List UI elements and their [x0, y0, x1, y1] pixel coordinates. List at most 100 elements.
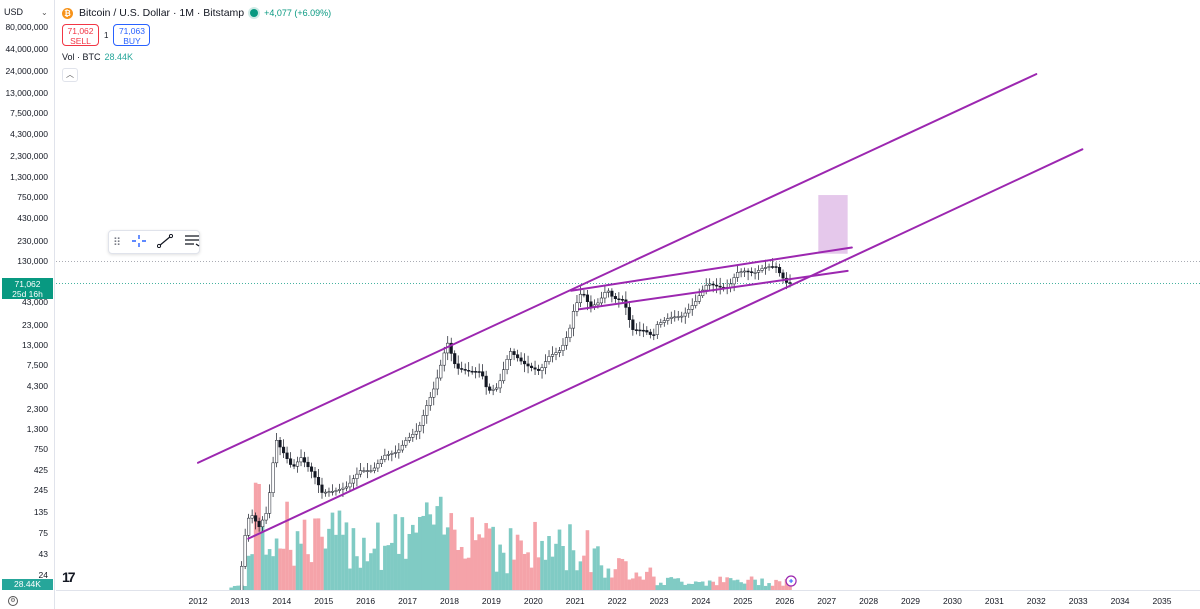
drawing-toolbar[interactable]: ⠿ [108, 230, 200, 254]
volume-bar [515, 534, 520, 590]
current-price-value: 71,062 [14, 279, 41, 289]
year-label: 2029 [901, 596, 920, 606]
candle-body [400, 444, 404, 451]
candle-body [509, 351, 513, 360]
time-axis[interactable]: 2012 2013 2014 2015 2016 2017 2018 2019 2020 2021… [56, 590, 1200, 609]
price-tick-label: 2,300,000 [10, 151, 48, 162]
volume-bar [529, 567, 534, 590]
volume-bar [554, 543, 558, 590]
volume-bar [655, 585, 660, 590]
candle-body [358, 470, 362, 475]
candle-body [292, 464, 296, 467]
candle-body [439, 364, 443, 379]
volume-bar [274, 538, 279, 590]
volume-bar [648, 567, 653, 590]
candle-body [561, 344, 565, 351]
volume-legend[interactable]: Vol · BTC 28.44K [62, 52, 331, 62]
target-zone-layer [818, 195, 848, 254]
volume-bar [746, 579, 750, 590]
candle-body [655, 324, 659, 335]
year-label: 2021 [565, 596, 585, 606]
candle-body [467, 370, 471, 372]
volume-bar [770, 585, 775, 590]
volume-bar [596, 546, 600, 590]
candle-body [568, 327, 572, 338]
volume-bar [404, 558, 408, 590]
buy-button[interactable]: 71,063 BUY [113, 24, 151, 46]
candle-body [680, 315, 684, 318]
crosshair-icon[interactable] [131, 234, 147, 251]
axis-settings-icon[interactable]: ⚙ [8, 596, 18, 606]
candle-body [788, 282, 792, 284]
candle-body [627, 307, 631, 321]
price-tick-label: 75 [38, 528, 48, 539]
candle-body [474, 371, 478, 373]
collapse-legend-button[interactable]: ︿ [62, 68, 78, 82]
candle-body [271, 462, 275, 493]
volume-bar [589, 572, 593, 590]
volume-bar [634, 572, 639, 590]
chevron-down-icon[interactable]: ⌄ [41, 7, 48, 17]
price-tick-label: 230,000 [17, 235, 48, 246]
volume-bar [253, 482, 258, 590]
volume-bar [718, 576, 722, 590]
volume-bar [295, 531, 300, 590]
candle-body [652, 334, 656, 336]
candle-body [781, 272, 785, 279]
volume-bar [498, 544, 502, 590]
volume-bar [742, 583, 747, 590]
volume-bar [557, 529, 562, 590]
volume-bar [229, 587, 233, 590]
price-tick-label: 4,300 [26, 380, 48, 391]
volume-bar [337, 510, 342, 590]
year-label: 2014 [272, 596, 292, 606]
line-settings-icon[interactable] [183, 234, 201, 251]
price-tick-label: 425 [33, 465, 48, 476]
candle-body [386, 454, 390, 456]
candle-body [704, 284, 708, 291]
volume-bar [487, 528, 492, 590]
replay-marker-icon [785, 575, 797, 587]
tradingview-logo-icon[interactable]: 17 [62, 569, 76, 585]
price-axis[interactable]: USD ⌄ 80,000,000 44,000,000 24,000,000 13,0… [0, 0, 55, 609]
volume-bar [362, 537, 366, 590]
candle-body [666, 318, 670, 321]
candle-body [571, 311, 576, 329]
chart-canvas[interactable] [56, 0, 1200, 590]
trendline-wedge-top [570, 246, 853, 292]
volume-bar [435, 506, 440, 590]
volume-bar [292, 565, 296, 590]
candle-body [295, 461, 300, 467]
candle-body [687, 309, 691, 314]
candle-body [739, 271, 743, 273]
volume-bar [679, 581, 684, 590]
volume-bar [599, 565, 604, 590]
volume-bar [753, 579, 757, 590]
candle-body [379, 459, 383, 464]
candle-body [362, 470, 366, 472]
volume-bar [281, 548, 286, 590]
volume-bar [676, 578, 681, 590]
candle-body [648, 331, 652, 335]
volume-bar [669, 577, 674, 590]
volume-value: 28.44K [104, 52, 134, 62]
year-label: 2016 [356, 596, 376, 606]
drag-handle-icon[interactable]: ⠿ [113, 236, 122, 249]
sell-button[interactable]: 71,062 SELL [62, 24, 99, 46]
volume-bar [547, 536, 551, 590]
volume-bar [686, 583, 691, 590]
candle-body [516, 354, 520, 359]
trendline-icon[interactable] [156, 233, 174, 251]
candle-body [596, 302, 600, 306]
volume-bar [323, 548, 328, 590]
candle-body [254, 515, 258, 522]
currency-selector[interactable]: USD ⌄ [4, 7, 48, 17]
candle-body [344, 486, 348, 489]
candle-body [498, 380, 502, 389]
volume-bar [756, 585, 761, 590]
symbol-title[interactable]: Bitcoin / U.S. Dollar · 1M · Bitstamp [79, 7, 245, 19]
volume-bar [494, 571, 499, 590]
volume-bar [473, 540, 478, 590]
price-tick-label: 44,000,000 [5, 43, 48, 54]
year-label: 2028 [859, 596, 879, 606]
